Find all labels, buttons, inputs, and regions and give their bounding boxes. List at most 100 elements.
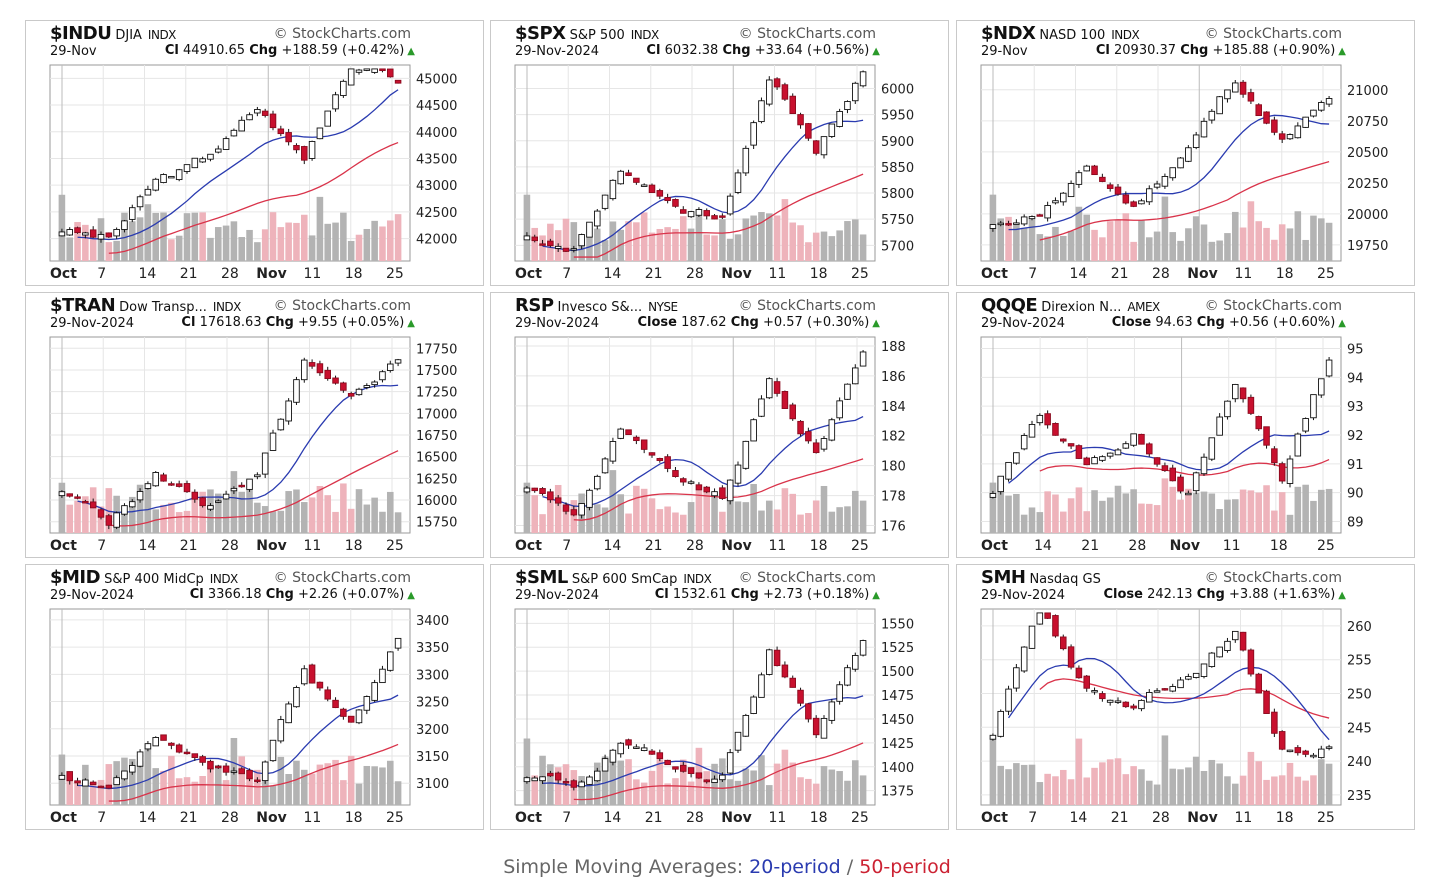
volume-bar — [1099, 762, 1106, 805]
candle-body — [820, 438, 828, 450]
candle-body — [1325, 359, 1333, 377]
candle-body — [379, 68, 386, 72]
volume-bar — [1091, 229, 1098, 261]
volume-bar — [859, 500, 867, 533]
volume-bar — [191, 492, 199, 533]
y-tick-label: 1375 — [881, 785, 914, 800]
sma50-line — [108, 141, 399, 254]
volume-bar — [1177, 499, 1184, 533]
volume-bar — [183, 510, 191, 533]
volume-bar — [1317, 759, 1325, 805]
x-tick-label: 25 — [851, 538, 869, 554]
chart-panel-mid[interactable]: $MID S&P 400 MidCp INDX © StockCharts.com 29… — [25, 564, 484, 830]
y-tick-label: 44000 — [416, 126, 457, 141]
volume-bar — [703, 489, 711, 533]
x-tick-label: 21 — [180, 810, 198, 826]
volume-bar — [578, 776, 585, 805]
volume-bar — [570, 500, 578, 533]
volume-bar — [1161, 478, 1169, 533]
x-tick-label: Oct — [981, 538, 1008, 554]
volume-bar — [1177, 769, 1184, 805]
candle-body — [997, 475, 1004, 493]
chart-panel-smh[interactable]: SMH Nasdaq GS © StockCharts.com 29-Nov-2024… — [956, 564, 1415, 830]
volume-bar — [152, 768, 160, 805]
volume-bar — [1161, 735, 1169, 805]
candle-body — [687, 211, 695, 218]
candle-body — [160, 174, 167, 184]
x-tick-label: 18 — [1270, 538, 1288, 554]
x-tick-label: 11 — [304, 266, 322, 282]
candle-body — [215, 148, 222, 153]
volume-bar — [1294, 776, 1302, 805]
candle-body — [664, 456, 671, 469]
chart-panel-rsp[interactable]: RSP Invesco S&... NYSE © StockCharts.com 29-… — [490, 292, 949, 558]
x-tick-label: 11 — [769, 538, 787, 554]
candle-body — [812, 717, 820, 736]
candle-body — [113, 777, 120, 786]
volume-bar — [246, 229, 253, 261]
volume-bar — [797, 514, 804, 533]
candle-body — [617, 742, 624, 755]
candle-body — [1177, 476, 1184, 492]
chart-panel-tran[interactable]: $TRAN Dow Transp... INDX © StockCharts.com 2… — [25, 292, 484, 558]
chart-panel-indu[interactable]: $INDU DJIA INDX © StockCharts.com 29-Nov Cl 4… — [25, 20, 484, 286]
candle-body — [215, 500, 222, 503]
candle-body — [531, 236, 538, 242]
x-tick-label: 18 — [810, 810, 828, 826]
volume-bar — [66, 780, 74, 805]
sma50-line — [573, 742, 864, 801]
volume-bar — [121, 512, 128, 533]
y-tick-label: 3200 — [416, 723, 449, 738]
x-tick-label: 21 — [645, 266, 663, 282]
candle-body — [97, 785, 105, 789]
candle-body — [1169, 167, 1176, 179]
volume-bar — [293, 222, 300, 261]
volume-bar — [679, 759, 687, 805]
volume-bar — [672, 778, 679, 805]
candle-body — [695, 772, 703, 779]
volume-bar — [386, 220, 394, 261]
volume-bar — [851, 219, 859, 261]
volume-bar — [144, 744, 152, 805]
volume-bar — [74, 222, 81, 261]
chart-panel-sml[interactable]: $SML S&P 600 SmCap INDX © StockCharts.com 29… — [490, 564, 949, 830]
chart-panel-qqqe[interactable]: QQQE Direxion N... AMEX © StockCharts.com 29… — [956, 292, 1415, 558]
candle-body — [1122, 443, 1130, 449]
volume-bar — [269, 785, 277, 805]
brand-label: © StockCharts.com — [738, 298, 876, 314]
x-tick-label: Oct — [50, 266, 77, 282]
candle-body — [836, 684, 843, 702]
chart-svg: 42000 42500 43000 43500 44000 44500 45000 Oct 7 1… — [49, 64, 457, 282]
candle-body — [152, 178, 159, 191]
volume-bar — [1216, 763, 1223, 805]
volume-bar — [547, 764, 554, 805]
candle-body — [609, 749, 617, 763]
candle-body — [547, 772, 554, 777]
x-tick-label: Nov — [256, 266, 286, 282]
candle-body — [340, 80, 347, 96]
y-tick-label: 16000 — [416, 494, 457, 509]
candle-body — [1239, 387, 1247, 400]
chart-panel-spx[interactable]: $SPX S&P 500 INDX © StockCharts.com 29-Nov-2… — [490, 20, 949, 286]
candle-body — [261, 110, 269, 116]
candle-body — [105, 515, 113, 526]
volume-bar — [750, 484, 757, 533]
volume-bar — [191, 781, 199, 805]
candle-body — [1263, 690, 1270, 714]
chart-panel-ndx[interactable]: $NDX NASD 100 INDX © StockCharts.com 29-Nov C… — [956, 20, 1415, 286]
candle-body — [269, 432, 277, 451]
volume-bar — [1059, 769, 1067, 805]
volume-bar — [1271, 510, 1278, 533]
volume-bar — [246, 488, 253, 533]
candle-body — [394, 79, 402, 84]
x-tick-label: 7 — [97, 810, 106, 826]
candle-body — [1036, 214, 1044, 217]
y-tick-label: 188 — [881, 340, 906, 355]
volume-bar — [347, 240, 355, 261]
candle-body — [387, 363, 394, 372]
ticker-name: Nasdaq GS — [1029, 572, 1101, 587]
volume-bar — [726, 238, 734, 261]
candle-body — [215, 765, 222, 769]
candle-body — [586, 221, 593, 238]
volume-bar — [1145, 503, 1153, 533]
